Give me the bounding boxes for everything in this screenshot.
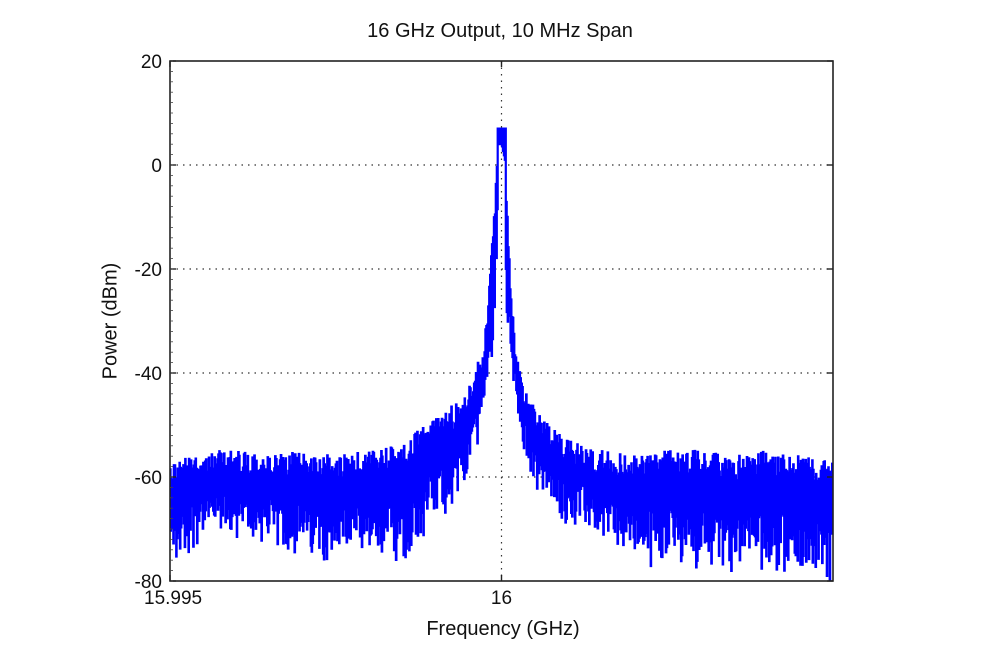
- y-tick-label: 0: [151, 156, 162, 177]
- y-tick-label: -20: [135, 260, 162, 281]
- x-tick-label: 15.995: [144, 588, 202, 609]
- chart-title: 16 GHz Output, 10 MHz Span: [367, 20, 633, 42]
- y-tick-label: -40: [135, 364, 162, 385]
- x-tick-label: 16: [491, 588, 512, 609]
- y-tick-label: -80: [135, 572, 162, 593]
- y-tick-label: -60: [135, 468, 162, 489]
- x-axis-label: Frequency (GHz): [426, 618, 580, 640]
- y-tick-label: 20: [141, 52, 162, 73]
- spectrum-trace: [170, 127, 833, 581]
